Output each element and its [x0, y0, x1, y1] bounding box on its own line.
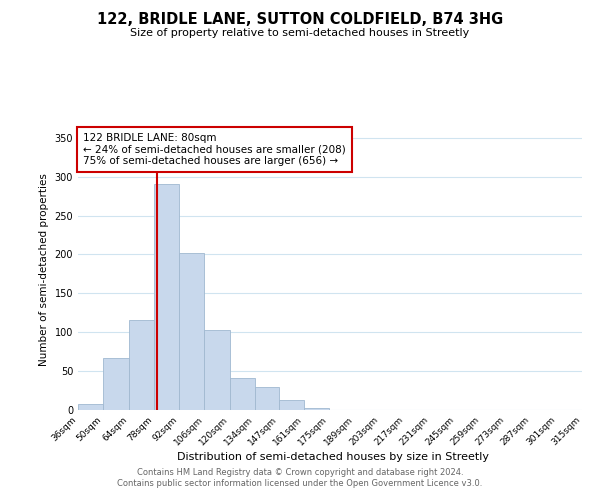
Bar	[230, 378, 255, 410]
Bar	[154, 184, 179, 410]
Bar	[255, 388, 278, 410]
Text: Size of property relative to semi-detached houses in Streetly: Size of property relative to semi-detach…	[130, 28, 470, 38]
Bar	[179, 253, 205, 410]
Text: Contains HM Land Registry data © Crown copyright and database right 2024.
Contai: Contains HM Land Registry data © Crown c…	[118, 468, 482, 487]
Text: Distribution of semi-detached houses by size in Streetly: Distribution of semi-detached houses by …	[177, 452, 489, 462]
Text: 122, BRIDLE LANE, SUTTON COLDFIELD, B74 3HG: 122, BRIDLE LANE, SUTTON COLDFIELD, B74 …	[97, 12, 503, 28]
Bar	[205, 330, 230, 410]
Bar	[278, 400, 304, 410]
Y-axis label: Number of semi-detached properties: Number of semi-detached properties	[39, 174, 49, 366]
Bar	[103, 358, 128, 410]
Text: 122 BRIDLE LANE: 80sqm
← 24% of semi-detached houses are smaller (208)
75% of se: 122 BRIDLE LANE: 80sqm ← 24% of semi-det…	[83, 133, 346, 166]
Bar	[304, 408, 329, 410]
Bar	[78, 404, 103, 410]
Bar	[128, 320, 154, 410]
